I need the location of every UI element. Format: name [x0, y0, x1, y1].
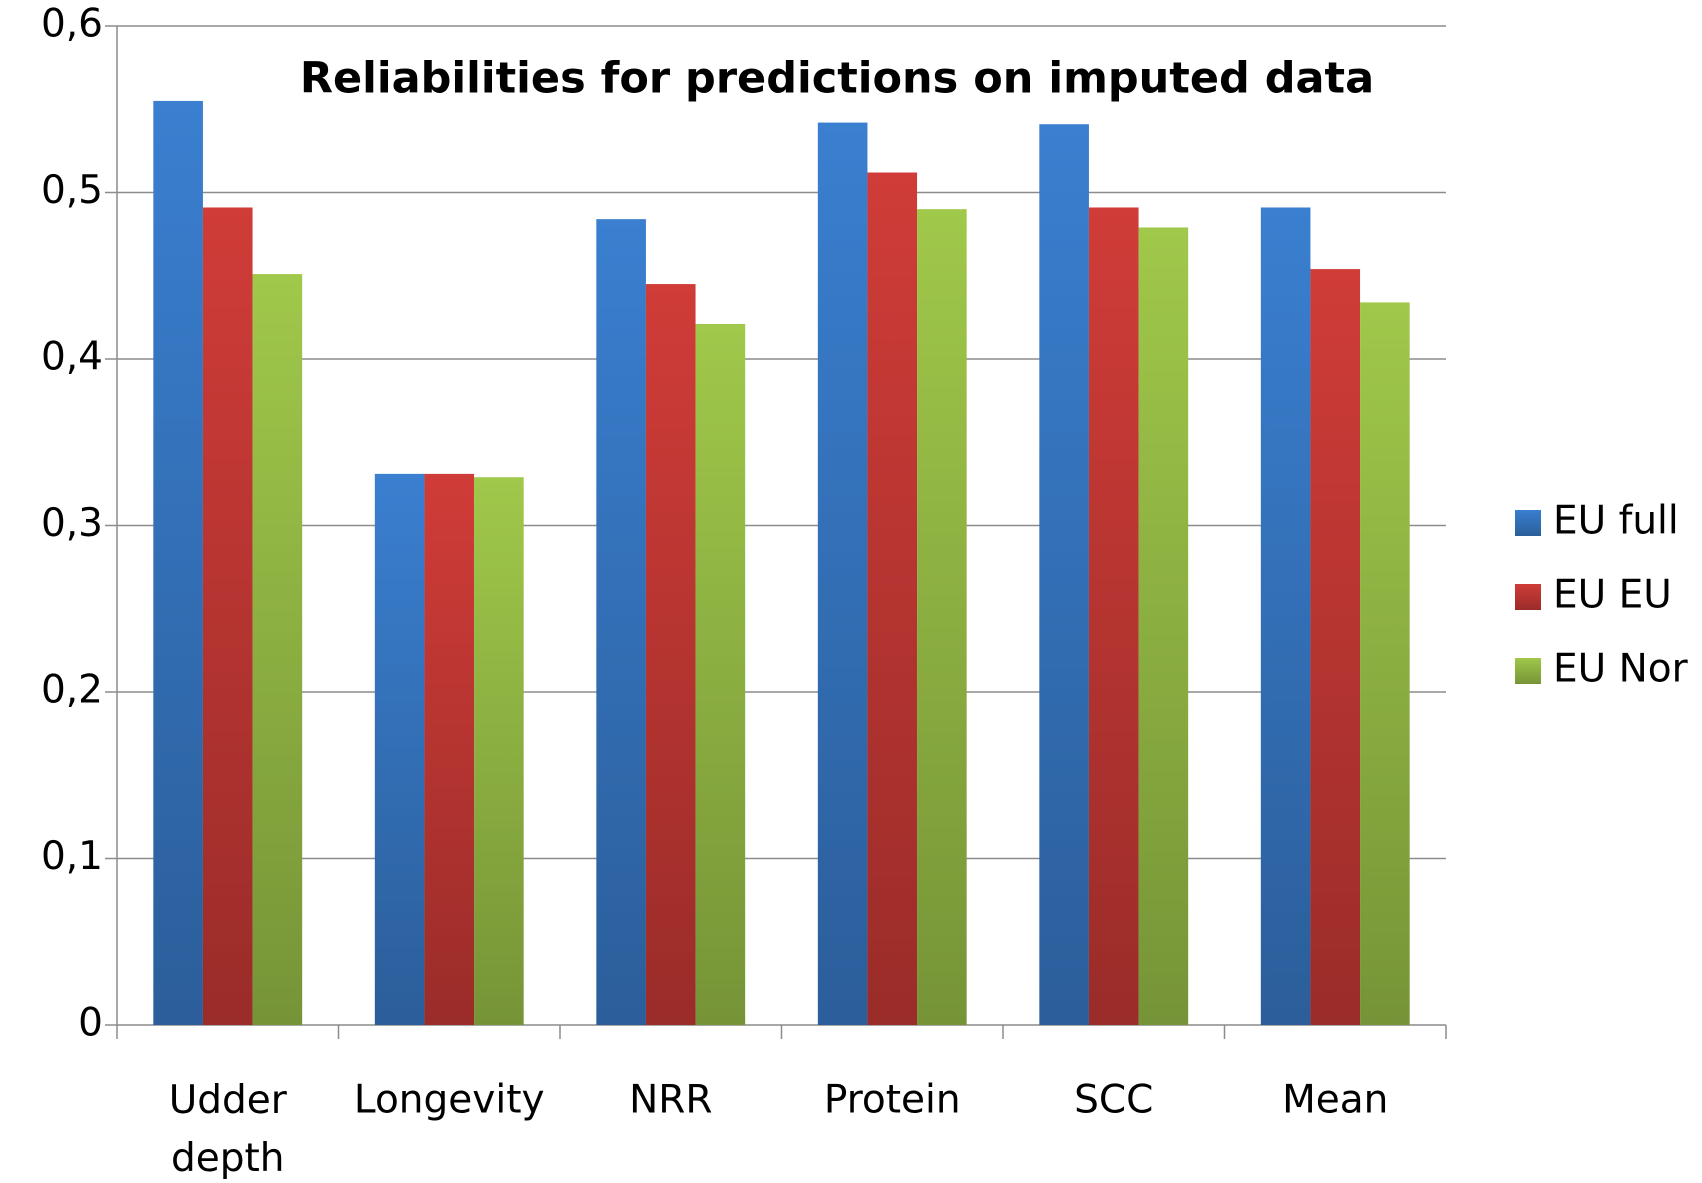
legend-swatch: [1515, 510, 1541, 536]
x-tick-label: Protein: [824, 1078, 961, 1123]
bar: [917, 209, 967, 1025]
bar: [1310, 269, 1361, 1026]
x-tick-label: NRR: [629, 1078, 712, 1123]
legend-swatch: [1515, 584, 1541, 610]
bar: [695, 324, 746, 1025]
bar: [474, 477, 524, 1026]
y-tick-label: 0: [78, 1001, 103, 1046]
legend-label: EU full: [1553, 499, 1679, 544]
x-tick-label: Udder depth: [169, 1078, 288, 1181]
legend-label: EU EU: [1553, 573, 1672, 618]
y-tick-label: 0,5: [41, 168, 103, 213]
y-tick-label: 0,4: [41, 335, 103, 380]
x-tick-label: Longevity: [354, 1078, 545, 1123]
x-tick-label: SCC: [1074, 1078, 1153, 1123]
x-tick-label: Mean: [1282, 1078, 1388, 1123]
legend-label: EU Nor: [1553, 647, 1689, 692]
bar: [1138, 227, 1189, 1026]
bar: [817, 122, 868, 1025]
y-tick-label: 0,1: [41, 834, 103, 879]
bar: [424, 473, 475, 1025]
bar: [252, 274, 303, 1026]
bar: [1360, 302, 1410, 1025]
chart-title: Reliabilities for predictions on imputed…: [300, 54, 1374, 104]
legend-swatch: [1515, 658, 1541, 684]
bar: [1088, 207, 1139, 1026]
y-tick-label: 0,3: [41, 501, 103, 546]
y-tick-label: 0,6: [41, 2, 103, 47]
bar: [1039, 124, 1089, 1026]
bar: [867, 172, 918, 1025]
y-tick-label: 0,2: [41, 668, 103, 713]
bar: [374, 473, 425, 1025]
bar: [596, 219, 646, 1025]
bar: [153, 100, 203, 1026]
bar: [645, 284, 696, 1025]
bar: [1260, 207, 1311, 1026]
bar: [202, 207, 253, 1026]
